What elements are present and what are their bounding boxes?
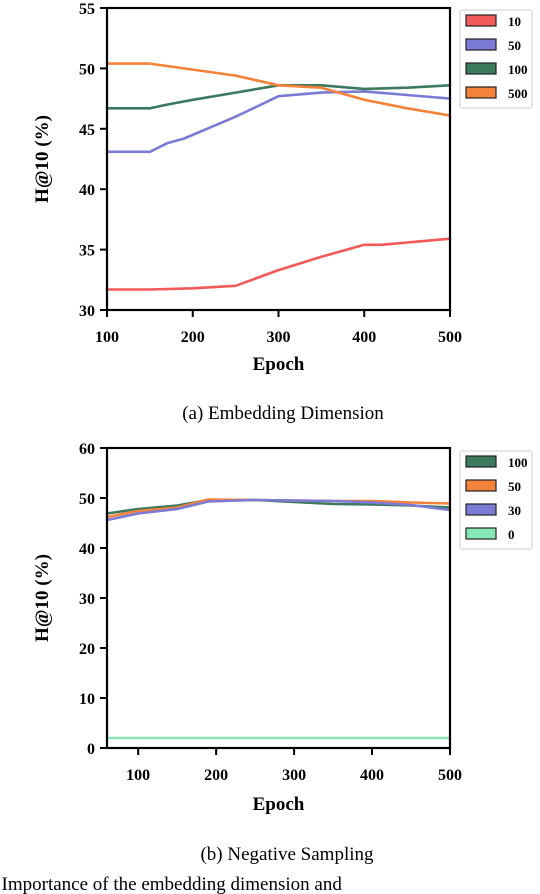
legend-label-30: 30	[508, 503, 521, 518]
legend-label-100: 100	[508, 455, 528, 470]
legend-swatch-0	[465, 527, 497, 540]
series-line-50	[105, 90, 452, 154]
y-tick-label: 40	[79, 182, 95, 199]
x-tick-label: 200	[181, 329, 205, 346]
y-tick-label: 50	[79, 491, 95, 508]
legend-box	[459, 9, 533, 109]
legend-swatch-50	[465, 38, 497, 51]
x-tick-label: 300	[282, 767, 306, 784]
x-tick-label: 500	[438, 767, 462, 784]
y-tick-label: 20	[79, 641, 95, 658]
y-tick-label: 45	[79, 122, 95, 139]
legend-label-0: 0	[508, 527, 515, 542]
legend-label-100: 100	[508, 62, 528, 77]
y-tick-label: 35	[79, 243, 95, 260]
y-tick-label: 30	[79, 303, 95, 320]
legend-label-500: 500	[508, 86, 528, 101]
x-tick-label: 100	[95, 329, 119, 346]
legend-label-50: 50	[508, 38, 521, 53]
y-tick-label: 55	[79, 1, 95, 18]
x-tick-label: 100	[126, 767, 150, 784]
y-tick-label: 10	[79, 691, 95, 708]
chart-caption: (a) Embedding Dimension	[182, 403, 384, 424]
legend-swatch-500	[465, 86, 497, 99]
x-axis-title: Epoch	[253, 794, 305, 815]
y-tick-label: 60	[79, 441, 95, 458]
y-tick-label: 40	[79, 541, 95, 558]
legend: 100 50 30 0	[459, 450, 533, 550]
legend-swatch-100	[465, 62, 497, 75]
x-tick-label: 500	[438, 329, 462, 346]
x-tick-label: 300	[267, 329, 291, 346]
chart-embedding-dimension: 30 35 40 45 50 55 100 200 300 400 500 Epoch H@10 (%)…	[32, 1, 533, 424]
x-tick-label: 200	[204, 767, 228, 784]
legend-label-50: 50	[508, 479, 521, 494]
x-axis-title: Epoch	[253, 354, 305, 375]
series-line-10	[105, 237, 452, 291]
legend-swatch-30	[465, 503, 497, 516]
chart-caption: (b) Negative Sampling	[200, 844, 374, 865]
plot-frame	[105, 446, 452, 750]
legend-box	[459, 450, 533, 550]
y-tick-label: 30	[79, 591, 95, 608]
legend-swatch-100	[465, 455, 497, 468]
series-line-100	[105, 84, 452, 110]
plot-frame	[105, 6, 452, 312]
series-line-30	[105, 498, 452, 522]
footer-text: 2: Importance of the embedding dimension…	[0, 874, 342, 894]
legend: 10 50 100 500	[459, 9, 533, 109]
y-tick-label: 50	[79, 61, 95, 78]
y-tick-label: 0	[87, 741, 95, 758]
x-tick-label: 400	[360, 767, 384, 784]
x-tick-label: 400	[352, 329, 376, 346]
legend-swatch-50	[465, 479, 497, 492]
y-axis-title: H@10 (%)	[32, 115, 53, 203]
y-axis-title: H@10 (%)	[32, 554, 53, 642]
legend-label-10: 10	[508, 14, 521, 29]
series-line-500	[105, 62, 452, 117]
legend-swatch-10	[465, 14, 497, 27]
